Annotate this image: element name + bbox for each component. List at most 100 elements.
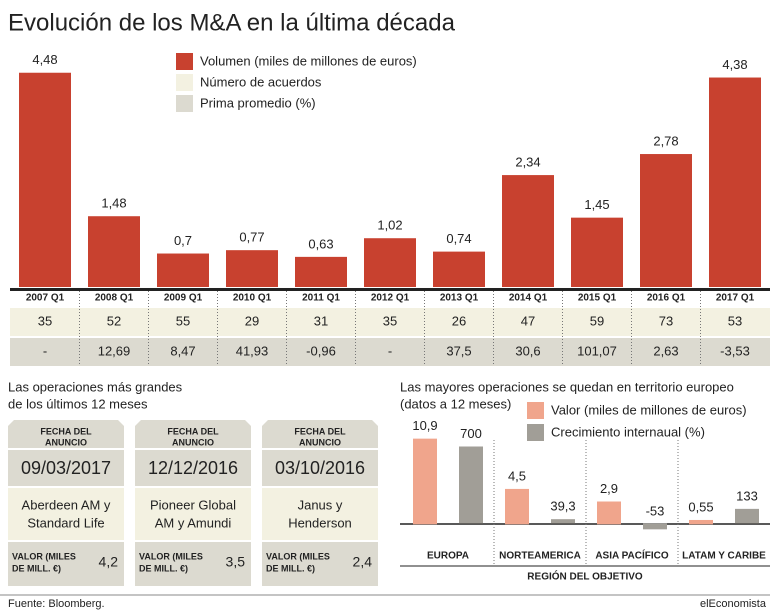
value-label: 0,63: [308, 236, 333, 251]
x-tick-label: NORTEAMERICA: [499, 551, 581, 562]
card-header: FECHA DEL: [40, 426, 92, 436]
table-cell: 73: [659, 313, 673, 328]
value-label: 0,7: [174, 233, 192, 248]
value-label: 2,78: [653, 133, 678, 148]
x-tick-label: 2016 Q1: [647, 293, 686, 304]
card-value-label: VALOR (MILES: [266, 551, 330, 561]
chart-title: (datos a 12 meses): [400, 396, 511, 411]
card-value: 2,4: [353, 554, 373, 570]
x-tick-label: 2014 Q1: [509, 293, 548, 304]
card-value-label: VALOR (MILES: [12, 551, 76, 561]
chart-title: Las mayores operaciones se quedan en ter…: [400, 379, 734, 394]
card-parties: Aberdeen AM y: [22, 497, 111, 512]
card-foot: [262, 542, 378, 586]
card-value-label: DE MILL. €): [266, 563, 315, 573]
table-cell: 101,07: [577, 343, 617, 358]
bar: [643, 523, 667, 530]
value-label: 0,77: [239, 230, 264, 245]
value-label: 133: [736, 488, 758, 503]
card-value-label: VALOR (MILES: [139, 551, 203, 561]
table-cell: 35: [383, 313, 397, 328]
legend-label: Valor (miles de millones de euros): [551, 402, 747, 417]
bar: [505, 488, 529, 525]
table-cell: 2,63: [653, 343, 678, 358]
bar: [571, 217, 623, 287]
bar: [88, 216, 140, 287]
table-row: [10, 338, 770, 366]
value-label: 10,9: [412, 418, 437, 433]
x-tick-label: 2007 Q1: [26, 293, 65, 304]
legend-label: Crecimiento internaual (%): [551, 424, 705, 439]
x-axis-title: REGIÓN DEL OBJETIVO: [527, 570, 643, 583]
legend-swatch: [176, 74, 193, 91]
legend-label: Prima promedio (%): [200, 95, 316, 110]
card-tab: [262, 420, 378, 448]
card-body: [8, 488, 124, 540]
card-body: [135, 488, 251, 540]
main-title: Evolución de los M&A en la última década: [8, 9, 456, 36]
legend-label: Volumen (miles de millones de euros): [200, 53, 417, 68]
section-title: Las operaciones más grandes: [8, 379, 183, 394]
card-date-text: 03/10/2016: [275, 458, 365, 478]
card-date-text: 12/12/2016: [148, 458, 238, 478]
bar: [551, 519, 575, 524]
bar: [433, 251, 485, 287]
card-parties: Standard Life: [27, 515, 104, 530]
table-cell: -0,96: [306, 343, 336, 358]
brand: elEconomista: [700, 598, 767, 610]
card-header: ANUNCIO: [299, 437, 341, 447]
bar: [689, 519, 713, 525]
card-parties: AM y Amundi: [155, 515, 232, 530]
table-cell: 29: [245, 313, 259, 328]
x-tick-label: 2009 Q1: [164, 293, 203, 304]
bar: [735, 508, 759, 524]
x-tick-label: EUROPA: [427, 551, 469, 562]
legend-swatch: [176, 53, 193, 70]
table-cell: 30,6: [515, 343, 540, 358]
x-tick-label: ASIA PACÍFICO: [595, 549, 669, 562]
x-tick-label: 2013 Q1: [440, 293, 479, 304]
x-tick-label: 2015 Q1: [578, 293, 617, 304]
value-label: 2,34: [515, 155, 540, 170]
card-foot: [135, 542, 251, 586]
table-cell: 26: [452, 313, 466, 328]
bar: [157, 253, 209, 287]
card-date: [8, 450, 124, 486]
table-cell: 37,5: [446, 343, 471, 358]
card-parties: Pioneer Global: [150, 497, 236, 512]
value-label: 2,9: [600, 481, 618, 496]
card-header: ANUNCIO: [45, 437, 87, 447]
bar: [364, 238, 416, 287]
x-tick-label: 2008 Q1: [95, 293, 134, 304]
legend-swatch: [527, 424, 544, 441]
x-tick-label: 2012 Q1: [371, 293, 410, 304]
bar: [597, 501, 621, 525]
table-cell: 35: [38, 313, 52, 328]
bar: [226, 250, 278, 287]
card-header: ANUNCIO: [172, 437, 214, 447]
card-body: [262, 488, 378, 540]
table-cell: 12,69: [98, 343, 131, 358]
value-label: 1,02: [377, 218, 402, 233]
card-date-text: 09/03/2017: [21, 458, 111, 478]
value-label: 4,38: [722, 57, 747, 72]
x-tick-label: LATAM Y CARIBE: [682, 551, 766, 562]
value-label: 4,48: [32, 52, 57, 67]
table-cell: 8,47: [170, 343, 195, 358]
table-row: [10, 308, 770, 336]
source: Fuente: Bloomberg.: [8, 598, 105, 610]
legend-swatch: [176, 95, 193, 112]
value-label: 0,55: [688, 499, 713, 514]
value-label: 1,45: [584, 197, 609, 212]
x-tick-label: 2017 Q1: [716, 293, 755, 304]
table-cell: 59: [590, 313, 604, 328]
legend-swatch: [527, 402, 544, 419]
card-header: FECHA DEL: [167, 426, 219, 436]
card-tab: [135, 420, 251, 448]
card-value-label: DE MILL. €): [12, 563, 61, 573]
legend-label: Número de acuerdos: [200, 74, 322, 89]
section-title: de los últimos 12 meses: [8, 396, 148, 411]
table-cell: 55: [176, 313, 190, 328]
table-cell: 52: [107, 313, 121, 328]
